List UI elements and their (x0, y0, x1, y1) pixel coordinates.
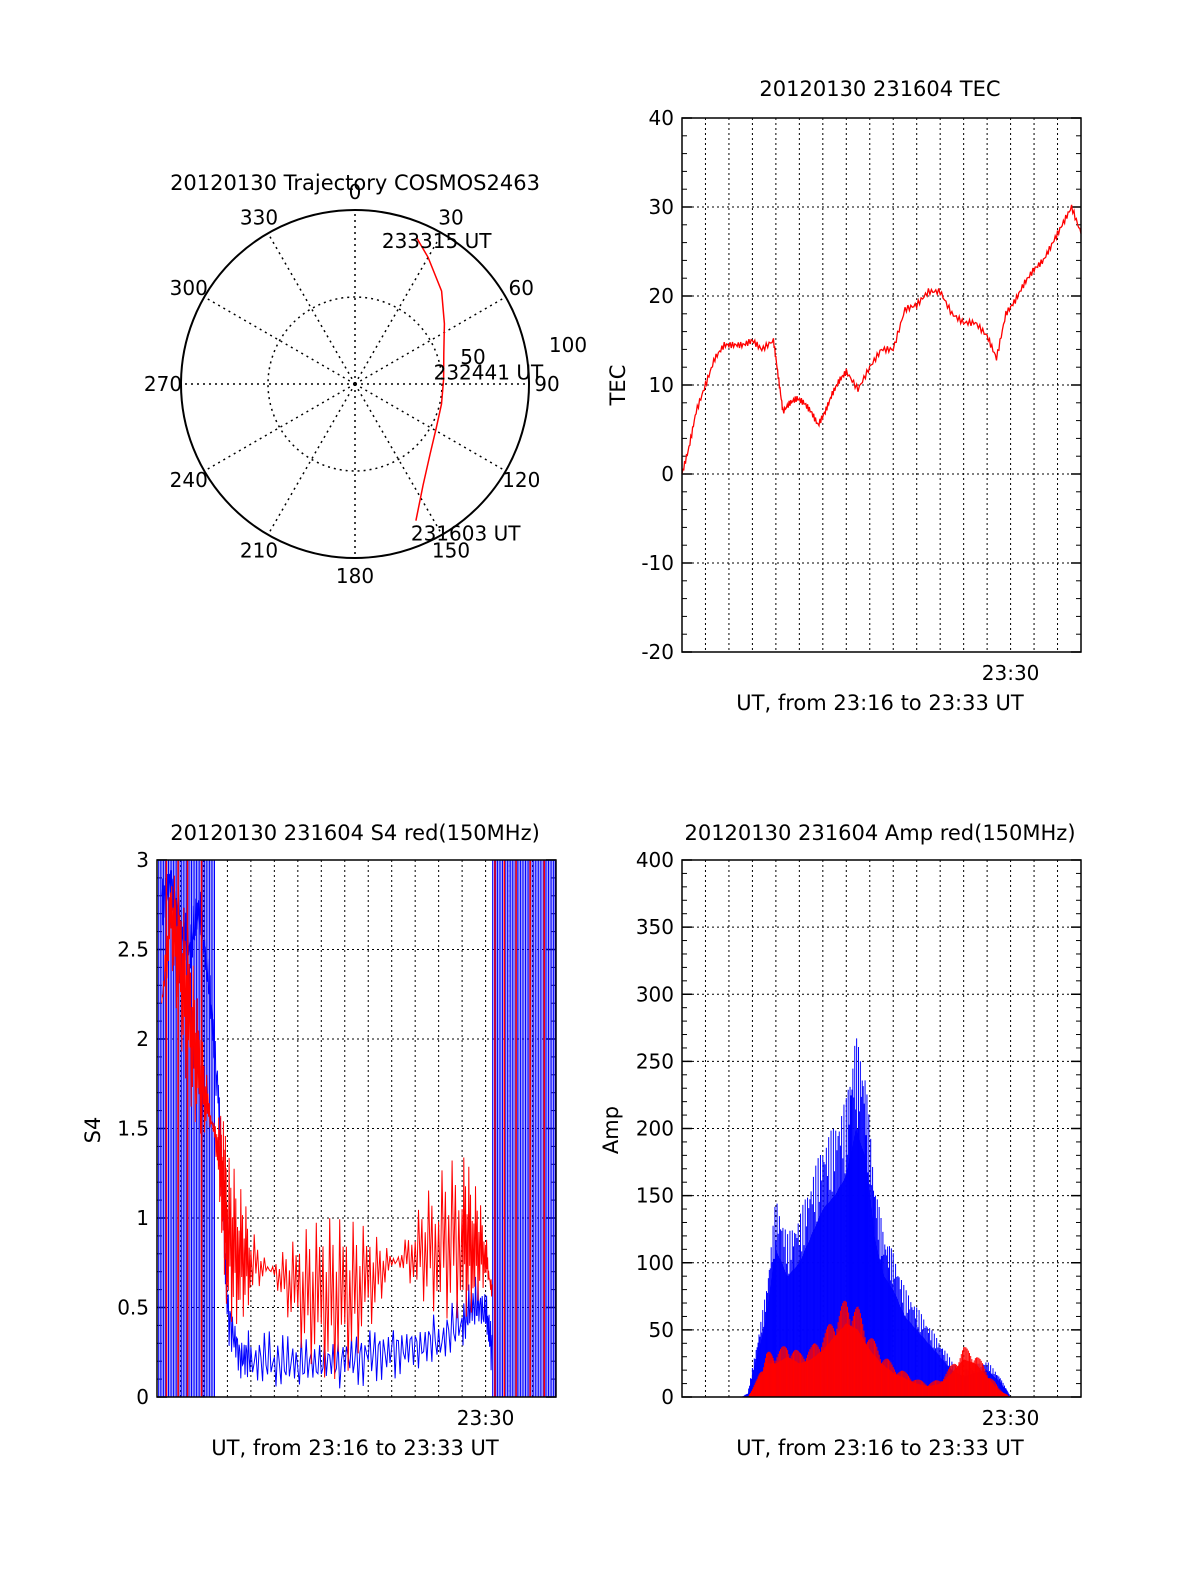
s4-ytick-label: 3 (136, 848, 149, 872)
tec-ytick-label: 10 (649, 373, 674, 397)
tec-plot-body: -20 -10 0 10 20 30 40 23:30 (641, 106, 1082, 685)
amp-xtick-label: 23:30 (982, 1406, 1040, 1430)
polar-azimuth-label: 120 (502, 468, 540, 492)
tec-frame (681, 117, 1082, 653)
amp-ytick-label: 50 (649, 1318, 674, 1342)
polar-azimuth-label: 330 (240, 206, 278, 230)
polar-title: 20120130 Trajectory COSMOS2463 (170, 171, 540, 195)
s4-plot: 20120130 231604 S4 red(150MHz) UT, from … (81, 821, 557, 1460)
polar-grid-spoke (354, 383, 443, 536)
polar-grid-spoke (267, 232, 356, 385)
s4-ylabel: S4 (81, 1117, 105, 1144)
polar-azimuth-label: 180 (336, 564, 374, 588)
polar-azimuth-label: 270 (144, 372, 182, 396)
polar-azimuth-label: 210 (240, 538, 278, 562)
polar-azimuth-label: 150 (432, 538, 470, 562)
polar-trajectory-plot: 20120130 Trajectory COSMOS2463 0 30 60 90 12… (144, 171, 587, 588)
polar-outer-circle (180, 209, 530, 559)
tec-ytick-label: -10 (641, 551, 674, 575)
tec-ylabel: TEC (606, 365, 630, 407)
amp-ytick-label: 0 (661, 1385, 674, 1409)
amp-series-group (682, 1300, 1081, 1397)
amp-ytick-label: 300 (636, 982, 674, 1006)
polar-grid-spoke (354, 296, 507, 385)
s4-ytick-label: 1 (136, 1206, 149, 1230)
polar-grid-spoke (267, 383, 356, 536)
s4-series-group (157, 860, 556, 1397)
amp-ytick-label: 150 (636, 1184, 674, 1208)
amp-frame (681, 859, 1082, 1398)
s4-title: 20120130 231604 S4 red(150MHz) (170, 821, 540, 845)
polar-azimuth-label: 240 (170, 468, 208, 492)
trajectory-line (415, 237, 446, 521)
s4-series-line (161, 870, 493, 1389)
polar-trajectory: 233315 UT 232441 UT 231603 UT (382, 229, 544, 545)
tec-series-line (681, 204, 1082, 475)
tec-title: 20120130 231604 TEC (759, 77, 1000, 101)
tec-xtick-label: 23:30 (982, 661, 1040, 685)
amp-ytick-label: 100 (636, 1251, 674, 1275)
polar-azimuth-label: 30 (438, 206, 463, 230)
tec-xlabel: UT, from 23:16 to 23:33 UT (736, 691, 1024, 715)
trajectory-time-label: 232441 UT (434, 360, 544, 384)
polar-azimuth-label: 300 (170, 276, 208, 300)
polar-grid-spoke (354, 383, 507, 472)
polar-azimuth-label: 0 (349, 180, 362, 204)
amp-ylabel: Amp (599, 1106, 623, 1154)
polar-radial-label: 50 (460, 345, 485, 369)
trajectory-time-label: 231603 UT (411, 522, 521, 546)
s4-frame (156, 859, 557, 1398)
tec-ytick-label: 0 (661, 462, 674, 486)
polar-radial-label: 100 (549, 333, 587, 357)
amp-ytick-label: 200 (636, 1117, 674, 1141)
s4-ytick-label: 1.5 (117, 1117, 149, 1141)
polar-grid-spoke (203, 383, 356, 472)
tec-ytick-label: -20 (641, 640, 674, 664)
polar-grid-spoke (203, 296, 356, 385)
amp-ytick-label: 400 (636, 848, 674, 872)
tec-grid (682, 117, 1081, 653)
amp-xlabel: UT, from 23:16 to 23:33 UT (736, 1436, 1024, 1460)
s4-series-line (161, 875, 493, 1380)
s4-xtick-label: 23:30 (457, 1406, 515, 1430)
tec-plot: 20120130 231604 TEC UT, from 23:16 to 23… (606, 77, 1082, 715)
amp-series-group (682, 1038, 1081, 1397)
amp-plot-body: 0 50 100 150 200 250 300 350 400 23:30 (636, 848, 1082, 1430)
s4-plot-body: 0 0.5 1 1.5 2 2.5 3 23:30 (117, 848, 557, 1430)
s4-ytick-label: 2.5 (117, 938, 149, 962)
s4-xlabel: UT, from 23:16 to 23:33 UT (211, 1436, 499, 1460)
tec-ytick-label: 20 (649, 284, 674, 308)
tec-ytick-label: 30 (649, 195, 674, 219)
polar-azimuth-label: 90 (534, 372, 559, 396)
amp-plot: 20120130 231604 Amp red(150MHz) UT, from… (599, 821, 1082, 1460)
polar-grid-circle (267, 296, 443, 472)
amp-ytick-label: 350 (636, 915, 674, 939)
s4-ytick-label: 0 (136, 1385, 149, 1409)
s4-ytick-label: 0.5 (117, 1296, 149, 1320)
polar-grid-spoke (354, 232, 443, 385)
polar-labels: 0 30 60 90 120 150 180 210 240 270 300 330 50 100 (144, 180, 587, 588)
amp-title: 20120130 231604 Amp red(150MHz) (684, 821, 1075, 845)
s4-ytick-label: 2 (136, 1027, 149, 1051)
tec-ytick-label: 40 (649, 106, 674, 130)
amp-grid (682, 859, 1081, 1398)
amp-ytick-label: 250 (636, 1049, 674, 1073)
trajectory-time-label: 233315 UT (382, 229, 492, 253)
polar-azimuth-label: 60 (509, 276, 534, 300)
polar-grid (180, 209, 530, 559)
